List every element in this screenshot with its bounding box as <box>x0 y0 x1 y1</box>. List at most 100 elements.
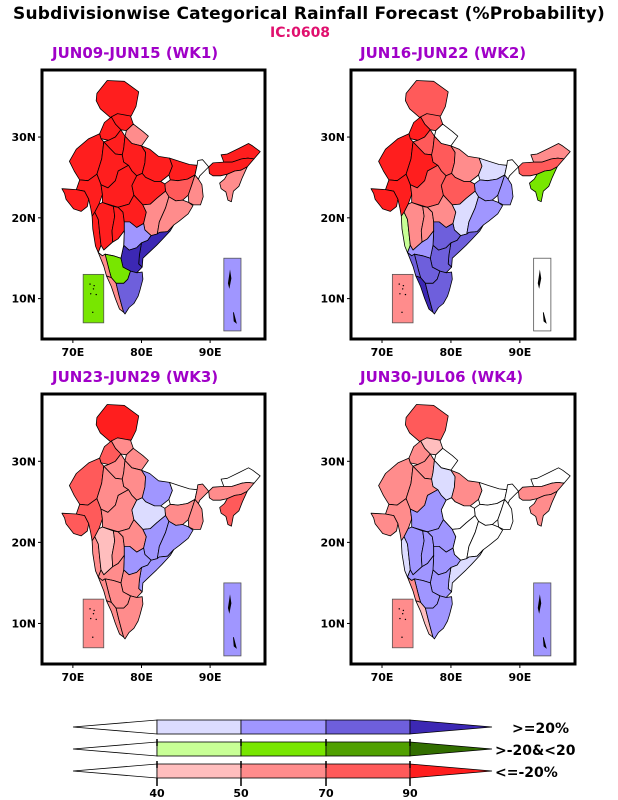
legend-row-below: <=-20% <box>72 761 558 781</box>
island-dot <box>399 617 401 620</box>
lat-tick-label: 10N <box>11 293 36 306</box>
lat-tick-label: 30N <box>320 455 345 468</box>
legend-swatch <box>240 719 327 735</box>
legend-left-triangle <box>72 719 158 735</box>
subdivision-ne_nmmt <box>219 166 248 203</box>
legend-left-triangle <box>72 741 158 757</box>
lat-tick-label: 30N <box>11 131 36 144</box>
legend-swatch <box>156 741 242 757</box>
legend-swatch <box>156 719 242 735</box>
subdivision-jk <box>404 80 449 119</box>
lat-tick-label: 30N <box>320 131 345 144</box>
nicobar-islands <box>542 637 547 649</box>
panel-title-wk3: JUN23-JUN29 (WK3) <box>52 368 219 386</box>
subdivision-jk <box>95 80 140 119</box>
subdivision-ori <box>156 520 194 559</box>
island-dot <box>92 311 94 314</box>
lon-tick-label: 90E <box>199 346 222 359</box>
lon-tick-label: 80E <box>130 346 153 359</box>
subdivision-tn <box>115 595 144 640</box>
map-panel-1: 70E 80E 90E 30N 20N 10N <box>11 68 267 359</box>
legend-bound-label: 90 <box>402 787 418 800</box>
nicobar-islands <box>233 312 237 324</box>
lat-tick-label: 30N <box>11 455 36 468</box>
andaman-nicobar-inset <box>223 257 242 332</box>
legend-right-triangle <box>409 741 493 757</box>
island-dot <box>404 293 407 296</box>
map-frame <box>40 68 267 341</box>
nicobar-islands <box>542 312 547 324</box>
subdivision-gwb <box>187 498 204 530</box>
lakshadweep-inset <box>391 273 414 324</box>
island-dot <box>401 311 403 314</box>
legend-left-triangle <box>72 763 158 779</box>
island-dot <box>93 609 95 612</box>
subdivision-ne_nmmt <box>529 166 558 203</box>
andaman-islands <box>227 269 232 289</box>
map-frame <box>349 68 577 341</box>
island-dot <box>95 293 97 296</box>
island-dot <box>92 636 94 638</box>
subdivision-saur <box>61 512 90 537</box>
subdivision-saur <box>61 188 90 212</box>
map-panel-2: 70E 80E 90E 30N 20N 10N <box>320 68 577 359</box>
andaman-nicobar-inset <box>533 582 552 657</box>
andaman-nicobar-inset <box>223 582 242 657</box>
lon-tick-label: 80E <box>440 671 463 684</box>
legend-row-normal: >-20&<20 <box>72 739 576 759</box>
panel-title-wk1: JUN09-JUN15 (WK1) <box>52 44 219 62</box>
island-dot <box>93 284 95 287</box>
island-dot <box>401 613 404 615</box>
lakshadweep-inset <box>82 273 105 324</box>
legend: >=20% >-20&<20 <=-20% 40 50 70 90 <box>72 719 576 800</box>
legend-bound-label: 70 <box>318 787 334 800</box>
subdivision-ne_nmmt <box>219 490 248 527</box>
subdivision-ori <box>156 196 194 235</box>
legend-swatch <box>325 741 411 757</box>
island-dot <box>399 293 401 295</box>
island-dot <box>401 636 403 638</box>
legend-label: >-20&<20 <box>495 743 576 759</box>
subdivision-tn <box>424 270 453 315</box>
island-dot <box>404 618 407 621</box>
lat-tick-label: 10N <box>320 293 345 306</box>
subdivision-gwb <box>497 174 514 206</box>
subdivision-ori <box>466 520 504 559</box>
lon-tick-label: 70E <box>61 671 84 684</box>
lon-tick-label: 70E <box>371 671 394 684</box>
andaman-islands <box>537 594 542 614</box>
island-dot <box>89 283 91 285</box>
lat-tick-label: 20N <box>320 212 345 225</box>
legend-right-triangle <box>409 719 493 735</box>
lat-tick-label: 20N <box>11 536 36 549</box>
lakshadweep-inset <box>82 598 105 649</box>
subdivision-ne_nmmt <box>529 490 558 527</box>
subdivision-jk <box>95 404 140 443</box>
subdivision-gwb <box>187 174 204 206</box>
subdivision-tn <box>424 595 453 640</box>
legend-swatch <box>325 719 411 735</box>
legend-bound-label: 50 <box>233 787 249 800</box>
map-frame <box>40 392 267 666</box>
subdivision-tn <box>115 270 144 315</box>
subdivision-jk <box>404 404 449 443</box>
map-panel-4: 70E 80E 90E 30N 20N 10N <box>320 392 577 684</box>
subdivision-ck <box>97 252 112 279</box>
subdivision-saur <box>370 188 399 212</box>
lon-tick-label: 80E <box>130 671 153 684</box>
legend-right-triangle <box>409 763 493 779</box>
andaman-islands <box>537 269 542 289</box>
lon-tick-label: 70E <box>61 346 84 359</box>
legend-bound-label: 40 <box>149 787 165 800</box>
andaman-nicobar-inset <box>533 257 552 332</box>
lon-tick-label: 90E <box>508 346 531 359</box>
subdivision-ori <box>466 196 504 235</box>
island-dot <box>401 288 404 290</box>
island-dot <box>398 608 400 610</box>
initial-condition-label: IC:0608 <box>270 25 331 41</box>
island-dot <box>90 617 92 620</box>
legend-label: >=20% <box>512 721 569 737</box>
legend-swatch <box>325 763 411 779</box>
lat-tick-label: 10N <box>320 617 345 630</box>
